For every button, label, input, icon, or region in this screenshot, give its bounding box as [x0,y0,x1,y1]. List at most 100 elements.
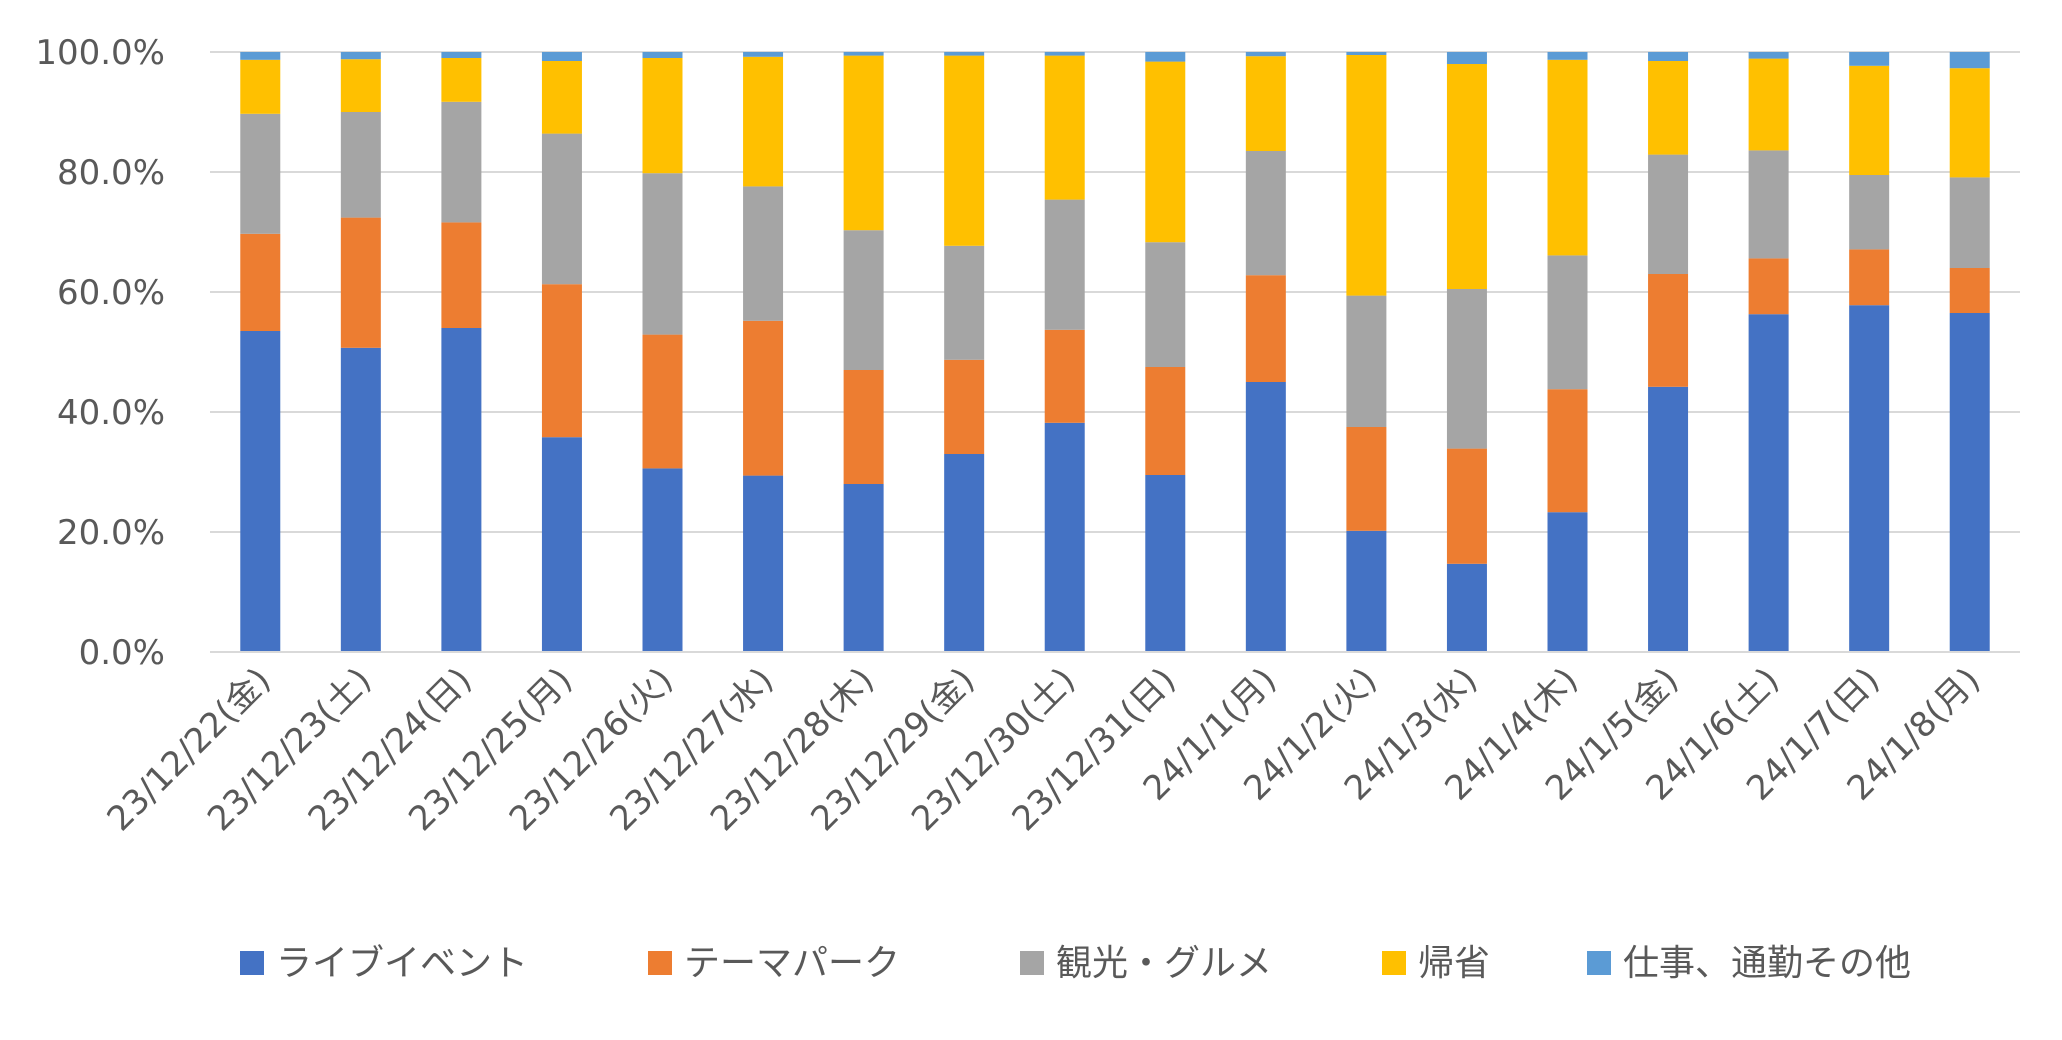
bar-stack [743,52,784,652]
bar-segment [1949,68,1990,178]
bar-segment [843,55,884,231]
bar-segment [1949,313,1990,652]
bar-segment [340,59,381,112]
bar-segment [1547,512,1588,652]
y-tick-label: 20.0% [57,513,165,553]
bar-stack [843,52,884,652]
bar-stack [1446,52,1487,652]
bar-segment [843,370,884,484]
legend-swatch [1020,951,1044,975]
legend-item: テーマパーク [648,943,900,984]
bar-segment [944,245,985,360]
legend: ライブイベント テーマパーク 観光・グルメ 帰省 仕事、通勤その他 [240,943,1911,984]
legend-label: テーマパーク [684,943,900,984]
bar-segment [340,217,381,348]
bar-segment [1145,367,1186,475]
bar-segment [1748,314,1789,652]
legend-swatch [1587,951,1611,975]
bar-stack [340,52,381,652]
bar-segment [441,328,482,652]
bar-segment [1648,386,1689,652]
bar-segment [1547,52,1588,60]
legend-label: ライブイベント [276,943,528,984]
legend-label: 観光・グルメ [1056,943,1272,984]
bar-stack [1346,52,1387,652]
bar-stack [1949,52,1990,652]
bar-segment [541,133,582,285]
bar-segment [1145,242,1186,367]
bar-segment [1346,427,1387,531]
bar-stack [1849,52,1890,652]
bar-segment [1346,530,1387,652]
bar-segment [944,55,985,246]
bar-stack [944,52,985,652]
bar-segment [1648,154,1689,274]
bar-segment [1245,382,1286,652]
y-tick-label: 80.0% [57,153,165,193]
gridlines [210,51,2020,533]
bar-segment [541,437,582,652]
bar-segment [1245,52,1286,57]
bar-segment [1145,61,1186,243]
y-tick-label: 40.0% [57,393,165,433]
bar-segment [1547,59,1588,256]
bar-segment [441,52,482,58]
bar-segment [1849,249,1890,306]
bar-segment [843,52,884,56]
bar-segment [1346,52,1387,55]
bar-segment [1346,55,1387,296]
bar-segment [240,331,281,652]
bar-segment [541,61,582,134]
bar-segment [944,52,985,56]
bar-segment [1547,255,1588,390]
bar-segment [1044,422,1085,652]
bar-segment [743,52,784,57]
bar-stack [1245,52,1286,652]
bar-segment [743,186,784,321]
bar-stack [1748,52,1789,652]
bar-segment [1245,56,1286,152]
x-axis: 23/12/22(金)23/12/23(土)23/12/24(日)23/12/2… [100,660,1989,839]
bar-segment [1044,52,1085,56]
bar-stack [441,52,482,652]
legend-item: 帰省 [1382,943,1490,984]
y-tick-label: 100.0% [35,33,165,73]
bar-segment [642,334,683,469]
bar-segment [1547,389,1588,513]
legend-swatch [240,951,264,975]
bar-segment [1748,58,1789,151]
bar-segment [240,59,281,114]
y-tick-label: 60.0% [57,273,165,313]
bar-stack [1648,52,1689,652]
legend-item: ライブイベント [240,943,528,984]
bar-segment [642,58,683,174]
bar-segment [642,52,683,58]
bar-segment [1648,52,1689,61]
bar-segment [541,284,582,438]
bar-stack [642,52,683,652]
bar-segment [743,320,784,476]
bar-stack [1044,52,1085,652]
bar-segment [944,454,985,652]
bar-segment [1446,64,1487,289]
bar-segment [944,359,985,454]
y-tick-label: 0.0% [79,633,165,673]
bar-stack [1547,52,1588,652]
bar-stack [541,52,582,652]
bar-segment [441,58,482,102]
bar-segment [1145,52,1186,62]
bar-segment [240,233,281,331]
bar-segment [1849,175,1890,250]
bar-segment [441,222,482,328]
bar-segment [642,468,683,652]
bar-segment [1044,199,1085,330]
bar-segment [1446,563,1487,652]
bar-segment [1145,475,1186,652]
bar-segment [843,484,884,652]
bar-segment [240,52,281,60]
bar-segment [1245,151,1286,276]
legend-item: 観光・グルメ [1020,943,1272,984]
legend-label: 仕事、通勤その他 [1623,943,1911,984]
bar-segment [1949,268,1990,313]
bar-segment [743,475,784,652]
